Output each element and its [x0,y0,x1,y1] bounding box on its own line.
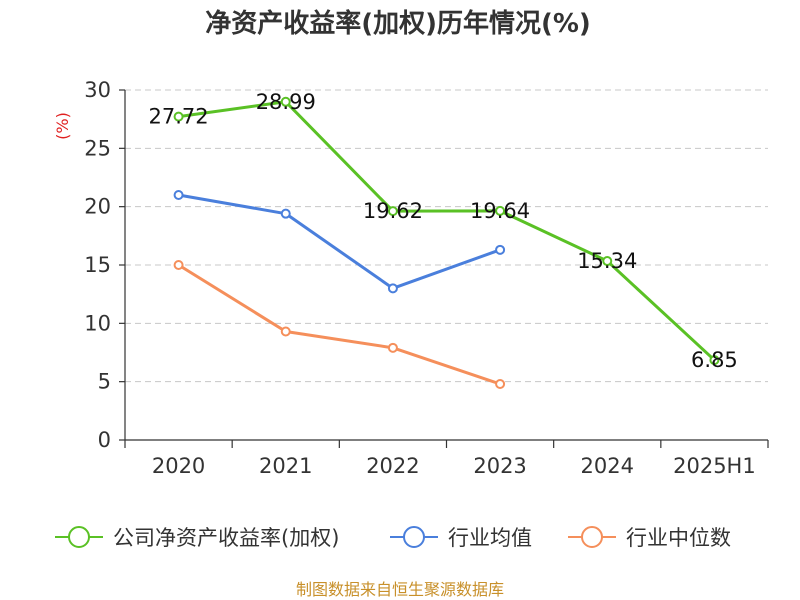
data-label: 6.85 [691,348,738,372]
legend-item-2[interactable]: 行业中位数 [568,526,731,550]
data-label: 15.34 [577,249,637,273]
data-point[interactable] [280,208,291,219]
x-tick-label: 2021 [259,454,312,478]
axes: 0 5 10 15 20 25 30 2020 2021 2022 2023 2024 2025H1 [84,78,769,478]
legend-label: 行业中位数 [626,526,731,550]
x-tick-label: 2020 [152,454,205,478]
y-tick-label: 20 [84,195,111,219]
grid-lines [125,89,768,383]
y-tick-label: 5 [98,370,111,394]
y-tick-label: 15 [84,253,111,277]
series-lines [173,96,720,389]
data-point[interactable] [387,206,398,217]
data-label: 19.64 [470,199,530,223]
legend-item-1[interactable]: 行业均值 [390,526,532,550]
data-point[interactable] [387,283,398,294]
legend[interactable]: 公司净资产收益率(加权) 行业均值 行业中位数 [55,526,731,550]
y-axis-unit-label: (%) [53,112,72,140]
series-line-0 [177,100,716,362]
legend-swatch-marker [581,526,603,548]
x-tick-label: 2022 [366,454,419,478]
y-tick-label: 10 [84,311,111,335]
legend-swatch-marker [403,526,425,548]
data-point[interactable] [495,205,506,216]
source-footer: 制图数据来自恒生聚源数据库 [296,580,504,599]
x-tick-label: 2024 [581,454,634,478]
data-point[interactable] [495,244,506,255]
y-tick-label: 25 [84,136,111,160]
series-line-2 [177,263,502,386]
chart-title: 净资产收益率(加权)历年情况(%) [205,8,591,39]
series-line-1 [177,193,502,290]
data-point[interactable] [280,326,291,337]
legend-label: 行业均值 [448,526,532,550]
data-label: 19.62 [363,199,423,223]
data-labels: 27.72 28.99 19.62 19.64 15.34 6.85 [149,90,738,372]
data-point[interactable] [387,342,398,353]
data-point[interactable] [173,260,184,270]
data-point[interactable] [173,190,184,200]
data-point[interactable] [709,355,720,366]
x-tick-label: 2023 [473,454,526,478]
legend-swatch-marker [68,526,90,548]
data-label: 28.99 [256,90,316,114]
data-label: 27.72 [149,105,209,129]
data-point[interactable] [495,379,506,389]
data-point[interactable] [280,96,291,107]
y-tick-label: 30 [84,78,111,102]
y-tick-label: 0 [98,428,111,452]
data-point[interactable] [602,256,613,267]
x-tick-label: 2025H1 [673,454,756,478]
data-point[interactable] [173,111,184,122]
legend-label: 公司净资产收益率(加权) [113,526,339,550]
legend-item-0[interactable]: 公司净资产收益率(加权) [55,526,339,550]
